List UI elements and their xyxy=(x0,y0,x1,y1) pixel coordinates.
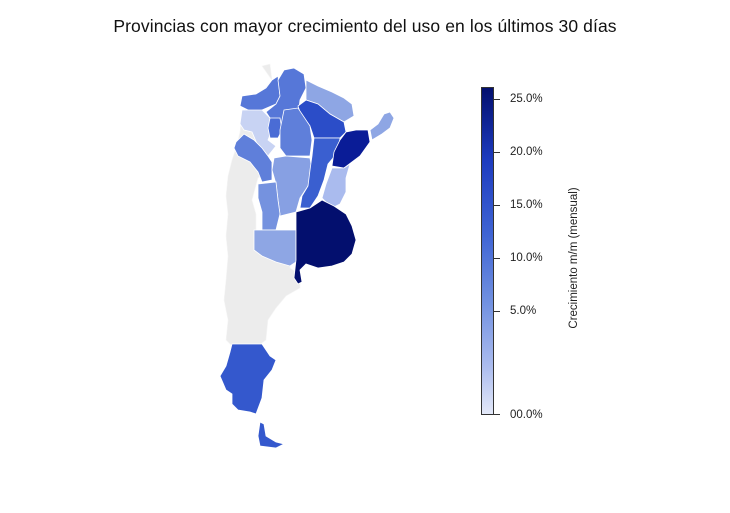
province-corrientes xyxy=(331,129,371,169)
province-cordoba xyxy=(271,155,313,217)
colorbar-tick-label: 00.0% xyxy=(510,409,543,421)
colorbar-tick-label: 10.0% xyxy=(510,252,543,264)
province-la-rioja xyxy=(233,133,273,183)
province-misiones xyxy=(369,111,395,141)
colorbar-tick xyxy=(494,152,500,153)
province-tucuman xyxy=(267,117,283,139)
province-buenos-aires xyxy=(293,199,357,285)
province-san-luis xyxy=(257,181,281,231)
colorbar-tick xyxy=(494,414,500,415)
colorbar-tick-label: 15.0% xyxy=(510,199,543,211)
colorbar-tick-label: 25.0% xyxy=(510,93,543,105)
colorbar-tick-label: 5.0% xyxy=(510,305,537,317)
colorbar-title: Crecimiento m/m (mensual) xyxy=(568,187,580,329)
colorbar xyxy=(481,87,494,415)
province-catamarca xyxy=(239,109,277,157)
colorbar-tick xyxy=(494,311,500,312)
colorbar-tick xyxy=(494,258,500,259)
province-santiago-del-estero xyxy=(279,107,313,157)
province-entre-rios xyxy=(321,163,351,209)
colorbar-tick xyxy=(494,99,500,100)
colorbar-tick-label: 20.0% xyxy=(510,146,543,158)
chart-title: Provincias con mayor crecimiento del uso… xyxy=(113,16,617,36)
province-santa-cruz xyxy=(219,343,277,415)
province-tierra-del-fuego xyxy=(257,421,286,449)
colorbar-tick xyxy=(494,205,500,206)
